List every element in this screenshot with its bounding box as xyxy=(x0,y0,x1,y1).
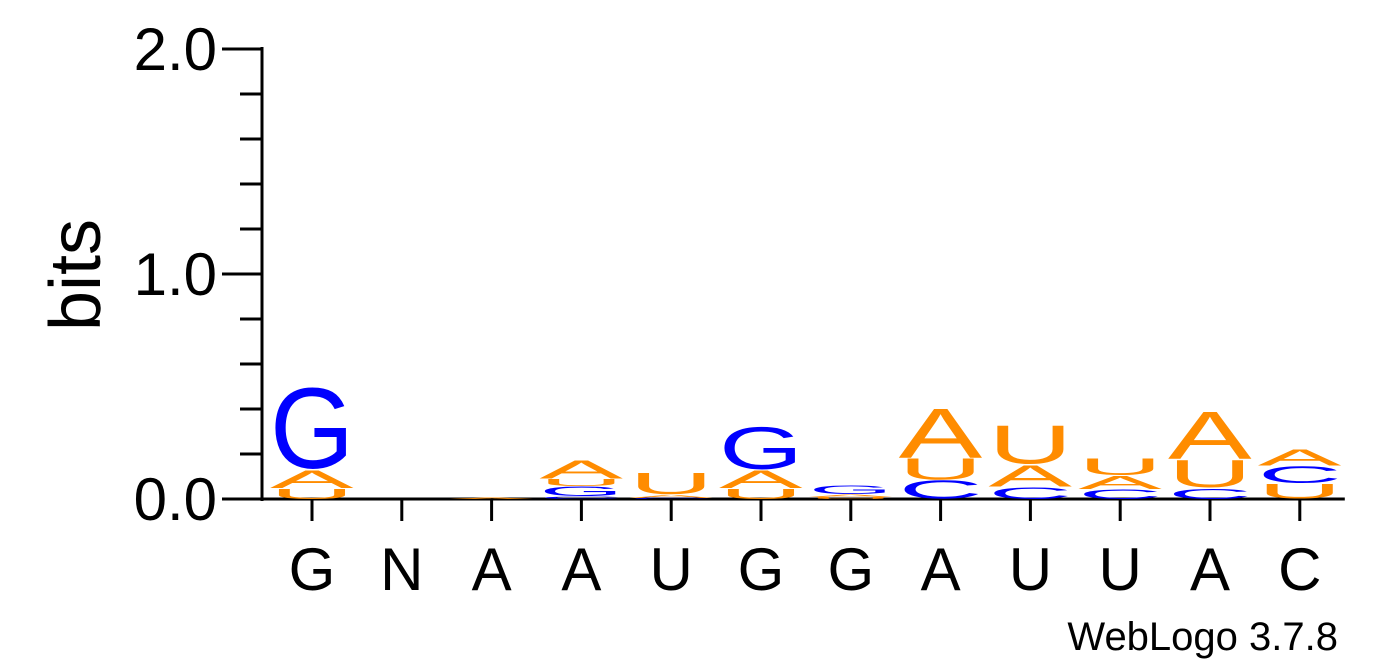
logo-letter-G: G xyxy=(270,364,354,493)
logo-stack: A xyxy=(450,497,534,499)
logo-letter-U: U xyxy=(1258,479,1342,503)
x-tick-label: A xyxy=(472,536,512,603)
logo-letter-C: C xyxy=(1168,485,1252,502)
y-tick-label: 1.0 xyxy=(134,241,217,308)
y-axis-label: bits xyxy=(36,219,116,331)
logo-letter-C: C xyxy=(539,496,623,500)
logo-letter-U: U xyxy=(899,452,983,486)
x-tick-label: G xyxy=(289,536,336,603)
y-tick-label: 0.0 xyxy=(134,466,217,533)
logo-letter-A: A xyxy=(539,455,623,484)
logo-letter-U: U xyxy=(539,477,623,489)
logo-letter-U: U xyxy=(719,485,803,502)
logo-letter-A: A xyxy=(450,497,534,499)
x-tick-label: U xyxy=(1099,536,1142,603)
logo-letter-G: G xyxy=(719,414,803,482)
x-tick-label: G xyxy=(827,536,874,603)
logo-letter-A: A xyxy=(1258,444,1342,470)
logo-letter-A: A xyxy=(719,466,804,494)
logo-stack: CAU xyxy=(629,467,713,501)
logo-letter-G: G xyxy=(539,484,623,499)
weblogo-credit: WebLogo 3.7.8 xyxy=(1067,615,1338,659)
x-tick-label: C xyxy=(1278,536,1321,603)
y-tick-label: 2.0 xyxy=(134,16,217,83)
logo-letter-A: A xyxy=(1168,398,1253,473)
logo-stack: UAG xyxy=(809,483,893,500)
logo-letter-C: C xyxy=(1078,486,1162,501)
logo-stack: CAU xyxy=(988,415,1072,503)
x-tick-label: N xyxy=(380,536,423,603)
logo-letter-A: A xyxy=(629,494,713,499)
x-tick-label: U xyxy=(1009,536,1052,603)
logo-stack: UCA xyxy=(1258,444,1342,503)
logo-stack: CUA xyxy=(1168,398,1253,502)
logo-letter-A: A xyxy=(270,466,355,494)
x-tick-label: A xyxy=(921,536,961,603)
logo-letter-C: C xyxy=(629,498,713,500)
logo-letter-A: A xyxy=(809,493,893,497)
logo-letter-U: U xyxy=(809,496,893,499)
logo-letter-A: A xyxy=(899,393,983,472)
logo-letter-C: C xyxy=(988,484,1072,503)
logo-letter-U: U xyxy=(988,415,1072,475)
logo-stack: CUA xyxy=(899,393,983,504)
x-tick-label: A xyxy=(1190,536,1230,603)
x-tick-label: U xyxy=(650,536,693,603)
y-axis: 0.0 1.0 2.0 xyxy=(134,16,264,533)
logo-letter-U: U xyxy=(629,467,713,501)
logo-letter-A: A xyxy=(988,459,1072,493)
logo-letter-G: G xyxy=(809,483,893,497)
logo-letter-U: U xyxy=(270,485,354,502)
logo-stack: UAG xyxy=(719,414,804,502)
logo-letter-A: A xyxy=(1078,472,1162,493)
x-tick-label: A xyxy=(561,536,601,603)
logo-stack: CAU xyxy=(1078,453,1162,502)
x-tick-label: G xyxy=(738,536,785,603)
logo-letter-C: C xyxy=(1258,461,1342,488)
logo-stack: UAG xyxy=(270,364,355,502)
logo-letter-U: U xyxy=(1078,453,1162,480)
logo-letter-C: C xyxy=(899,475,983,504)
logo-letter-U: U xyxy=(1168,452,1252,496)
